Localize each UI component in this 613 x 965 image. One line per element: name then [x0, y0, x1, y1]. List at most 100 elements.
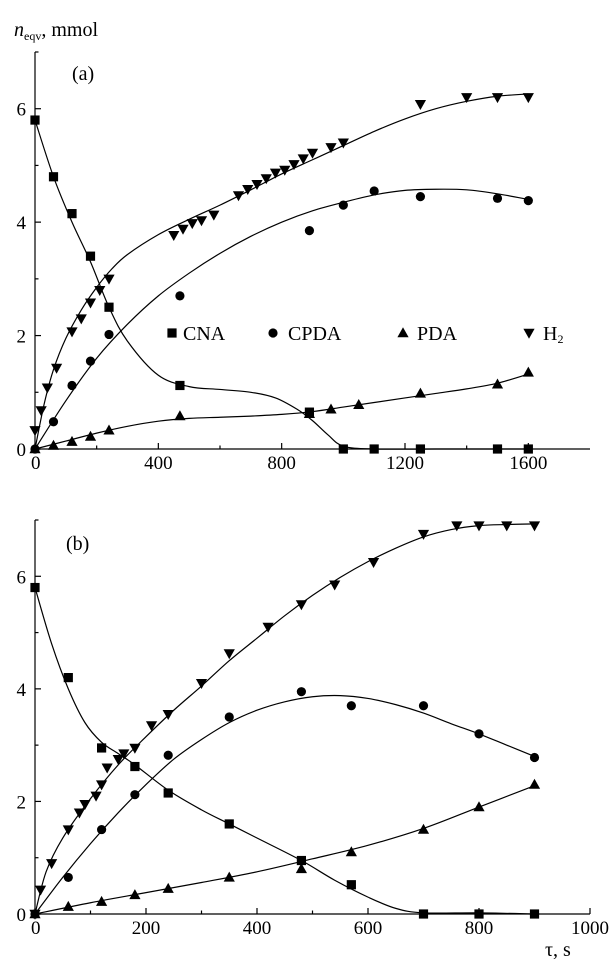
panel-a-point-triangle-down — [414, 99, 427, 110]
panel-a-point-triangle-down — [75, 314, 87, 325]
panel-a-point-triangle-up — [103, 424, 115, 435]
panel-b-point-square — [418, 909, 429, 919]
panel-a-y-tick-label: 4 — [17, 213, 27, 234]
panel-b-point-square — [224, 819, 234, 829]
panel-b-x-tick-label: 200 — [132, 918, 161, 939]
panel-b-point-circle — [63, 872, 73, 883]
panel-a-point-triangle-down — [491, 93, 504, 104]
panel-b-point-triangle-down — [112, 755, 124, 766]
panel-a-point-square — [67, 209, 77, 219]
panel-b-point-triangle-down — [473, 521, 485, 532]
panel-a-point-circle — [67, 380, 77, 391]
panel-b-y-tick-label: 4 — [17, 680, 27, 701]
panel-b-x-tick-label: 1000 — [571, 918, 609, 939]
legend-marker-circle — [268, 328, 278, 338]
panel-b-point-square — [529, 909, 540, 919]
panel-a-point-square — [523, 444, 533, 454]
panel-b-fit-circle — [34, 694, 535, 915]
panel-b-point-triangle-down — [101, 763, 113, 774]
panel-b-point-circle — [529, 752, 540, 763]
panel-b-point-triangle-up — [129, 889, 141, 900]
panel-b-point-triangle-down — [79, 800, 91, 811]
panel-a-point-triangle-up — [66, 435, 78, 446]
panel-a-point-square — [85, 251, 96, 261]
panel-a-point-triangle-down — [269, 168, 282, 179]
panel-a-point-triangle-down — [279, 165, 291, 176]
panel-a-point-circle — [523, 195, 533, 206]
panel-a-point-triangle-down — [208, 210, 220, 221]
panel-a: (a) 0 400 800 1200 1600 0 2 4 6 — [17, 51, 590, 474]
panel-a-x-tick-label: 1600 — [509, 453, 547, 474]
legend-marker-triangle-up — [397, 327, 409, 338]
panel-b-point-circle — [97, 824, 107, 835]
panel-a-point-triangle-down — [66, 327, 78, 338]
panel-b-point-triangle-down — [129, 743, 141, 754]
panel-b-point-triangle-down — [29, 909, 41, 920]
panel-b-point-triangle-up — [162, 882, 174, 893]
legend-marker-square — [167, 328, 177, 338]
panel-b-point-square — [296, 855, 306, 866]
panel-b-point-triangle-up — [528, 778, 541, 789]
panel-b-point-triangle-down — [528, 521, 541, 532]
panel-a-fit-circle — [34, 188, 529, 450]
panel-b-point-square — [63, 673, 73, 683]
panel-a-point-square — [369, 444, 379, 454]
panel-b-label: (b) — [66, 533, 89, 555]
panel-b-point-triangle-down — [451, 521, 463, 532]
panel-a-point-triangle-down — [186, 219, 198, 230]
panel-b-point-square — [130, 761, 140, 772]
panel-b-point-triangle-down — [62, 825, 74, 836]
panel-b-markers — [29, 521, 541, 920]
panel-a-point-circle — [492, 193, 503, 203]
panel-b-point-triangle-down — [417, 529, 430, 540]
panel-b-point-triangle-up — [345, 846, 357, 857]
panel-b-point-triangle-down — [223, 649, 235, 660]
panel-b-point-triangle-down — [195, 679, 208, 690]
panel-a-point-triangle-down — [84, 298, 97, 309]
panel-a-point-circle — [304, 226, 315, 236]
panel-a-point-triangle-down — [103, 274, 115, 285]
legend-marker-triangle-down — [523, 328, 535, 339]
panel-a-x-tick-label: 800 — [267, 453, 296, 474]
panel-a-point-triangle-down — [522, 93, 534, 104]
panel-b-point-square — [163, 788, 173, 798]
panel-a-point-triangle-down — [242, 185, 254, 196]
panel-b-fit-triangle-up — [34, 785, 535, 915]
legend-markers — [167, 327, 535, 339]
panel-b-point-triangle-up — [223, 871, 235, 882]
panel-a-point-circle — [104, 329, 114, 340]
panel-a-point-square — [104, 302, 114, 312]
y-axis-label: neqv, mmol — [14, 19, 98, 43]
panel-b-x-tick-label: 800 — [465, 918, 494, 939]
panel-b-y-tick-label: 2 — [17, 792, 27, 813]
panel-b-point-circle — [296, 687, 306, 697]
panel-a-point-triangle-up — [522, 366, 534, 377]
panel-a-point-triangle-down — [260, 174, 272, 185]
panel-a-point-triangle-down — [41, 383, 53, 394]
panel-b-tick-labels: 0 200 400 600 800 1000 0 2 4 6 — [17, 567, 610, 939]
panel-a-y-tick-label: 0 — [17, 440, 27, 461]
panel-a-point-triangle-up — [325, 403, 337, 414]
panel-b-fit-curves — [34, 523, 535, 915]
panel-a-point-triangle-up — [491, 378, 504, 389]
panel-b-point-triangle-up — [417, 823, 430, 834]
panel-b-y-tick-label: 6 — [17, 567, 27, 588]
panel-b-point-triangle-down — [329, 580, 341, 591]
panel-a-axes — [34, 51, 590, 450]
panel-a-point-triangle-down — [461, 93, 473, 104]
panel-a-y-tick-label: 6 — [17, 100, 27, 121]
panel-b-point-square — [30, 582, 40, 593]
panel-b-point-triangle-down — [162, 709, 174, 720]
panel-b-x-tick-label: 400 — [243, 918, 272, 939]
panel-b-x-tick-label: 600 — [354, 918, 383, 939]
panel-b-point-circle — [418, 701, 429, 711]
panel-a-point-triangle-down — [232, 191, 245, 202]
panel-b-axes — [34, 519, 591, 915]
panel-a-fit-triangle-up — [34, 373, 529, 450]
panel-a-fit-curves — [34, 93, 529, 450]
panel-b-point-square — [474, 909, 484, 919]
panel-b-point-circle — [474, 729, 484, 739]
panel-a-point-square — [492, 444, 503, 454]
panel-b-point-triangle-down — [262, 622, 274, 633]
panel-a-x-tick-label: 1200 — [386, 453, 424, 474]
